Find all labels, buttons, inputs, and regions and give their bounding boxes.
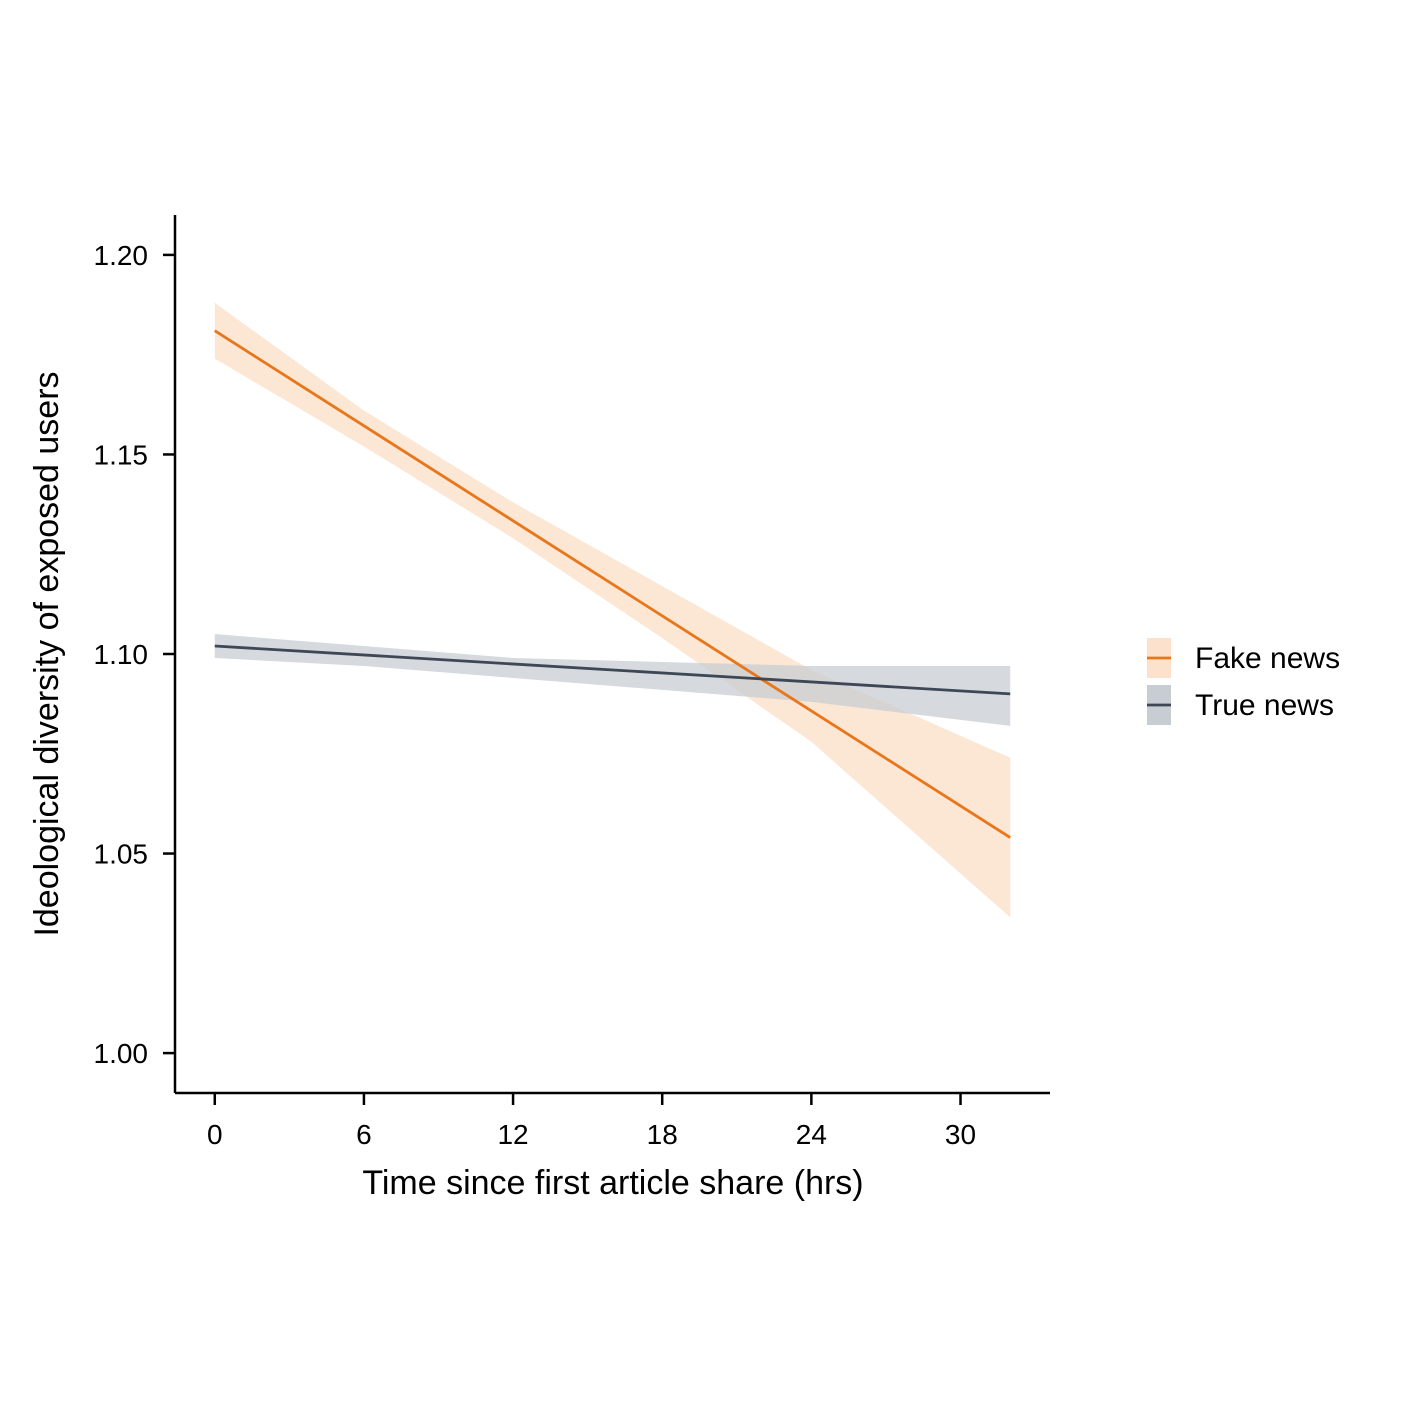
x-tick-label: 30	[945, 1119, 976, 1150]
x-axis-title: Time since first article share (hrs)	[362, 1164, 863, 1202]
x-tick-label: 12	[497, 1119, 528, 1150]
series-lines	[214, 329, 1011, 839]
y-tick-label: 1.20	[94, 240, 149, 271]
x-tick-label: 24	[796, 1119, 827, 1150]
y-ticks: 1.00 1.05 1.10 1.15 1.20	[94, 240, 175, 1069]
series-line-fake-news	[214, 329, 1011, 839]
y-tick-label: 1.00	[94, 1038, 149, 1069]
x-tick-label: 6	[356, 1119, 372, 1150]
y-tick-label: 1.10	[94, 639, 149, 670]
legend-label-fake-news: Fake news	[1195, 642, 1340, 675]
y-tick-label: 1.05	[94, 839, 149, 870]
x-ticks: 0 6 12 18 24 30	[207, 1093, 976, 1150]
x-tick-label: 0	[207, 1119, 223, 1150]
confidence-band-fake-news	[214, 302, 1011, 918]
y-tick-label: 1.15	[94, 439, 149, 470]
legend: Fake news True news	[1147, 638, 1340, 725]
x-tick-label: 18	[647, 1119, 678, 1150]
y-axis-title: Ideological diversity of exposed users	[28, 371, 66, 936]
legend-label-true-news: True news	[1195, 689, 1334, 722]
confidence-bands	[214, 302, 1011, 918]
series-line-true-news	[214, 644, 1011, 696]
